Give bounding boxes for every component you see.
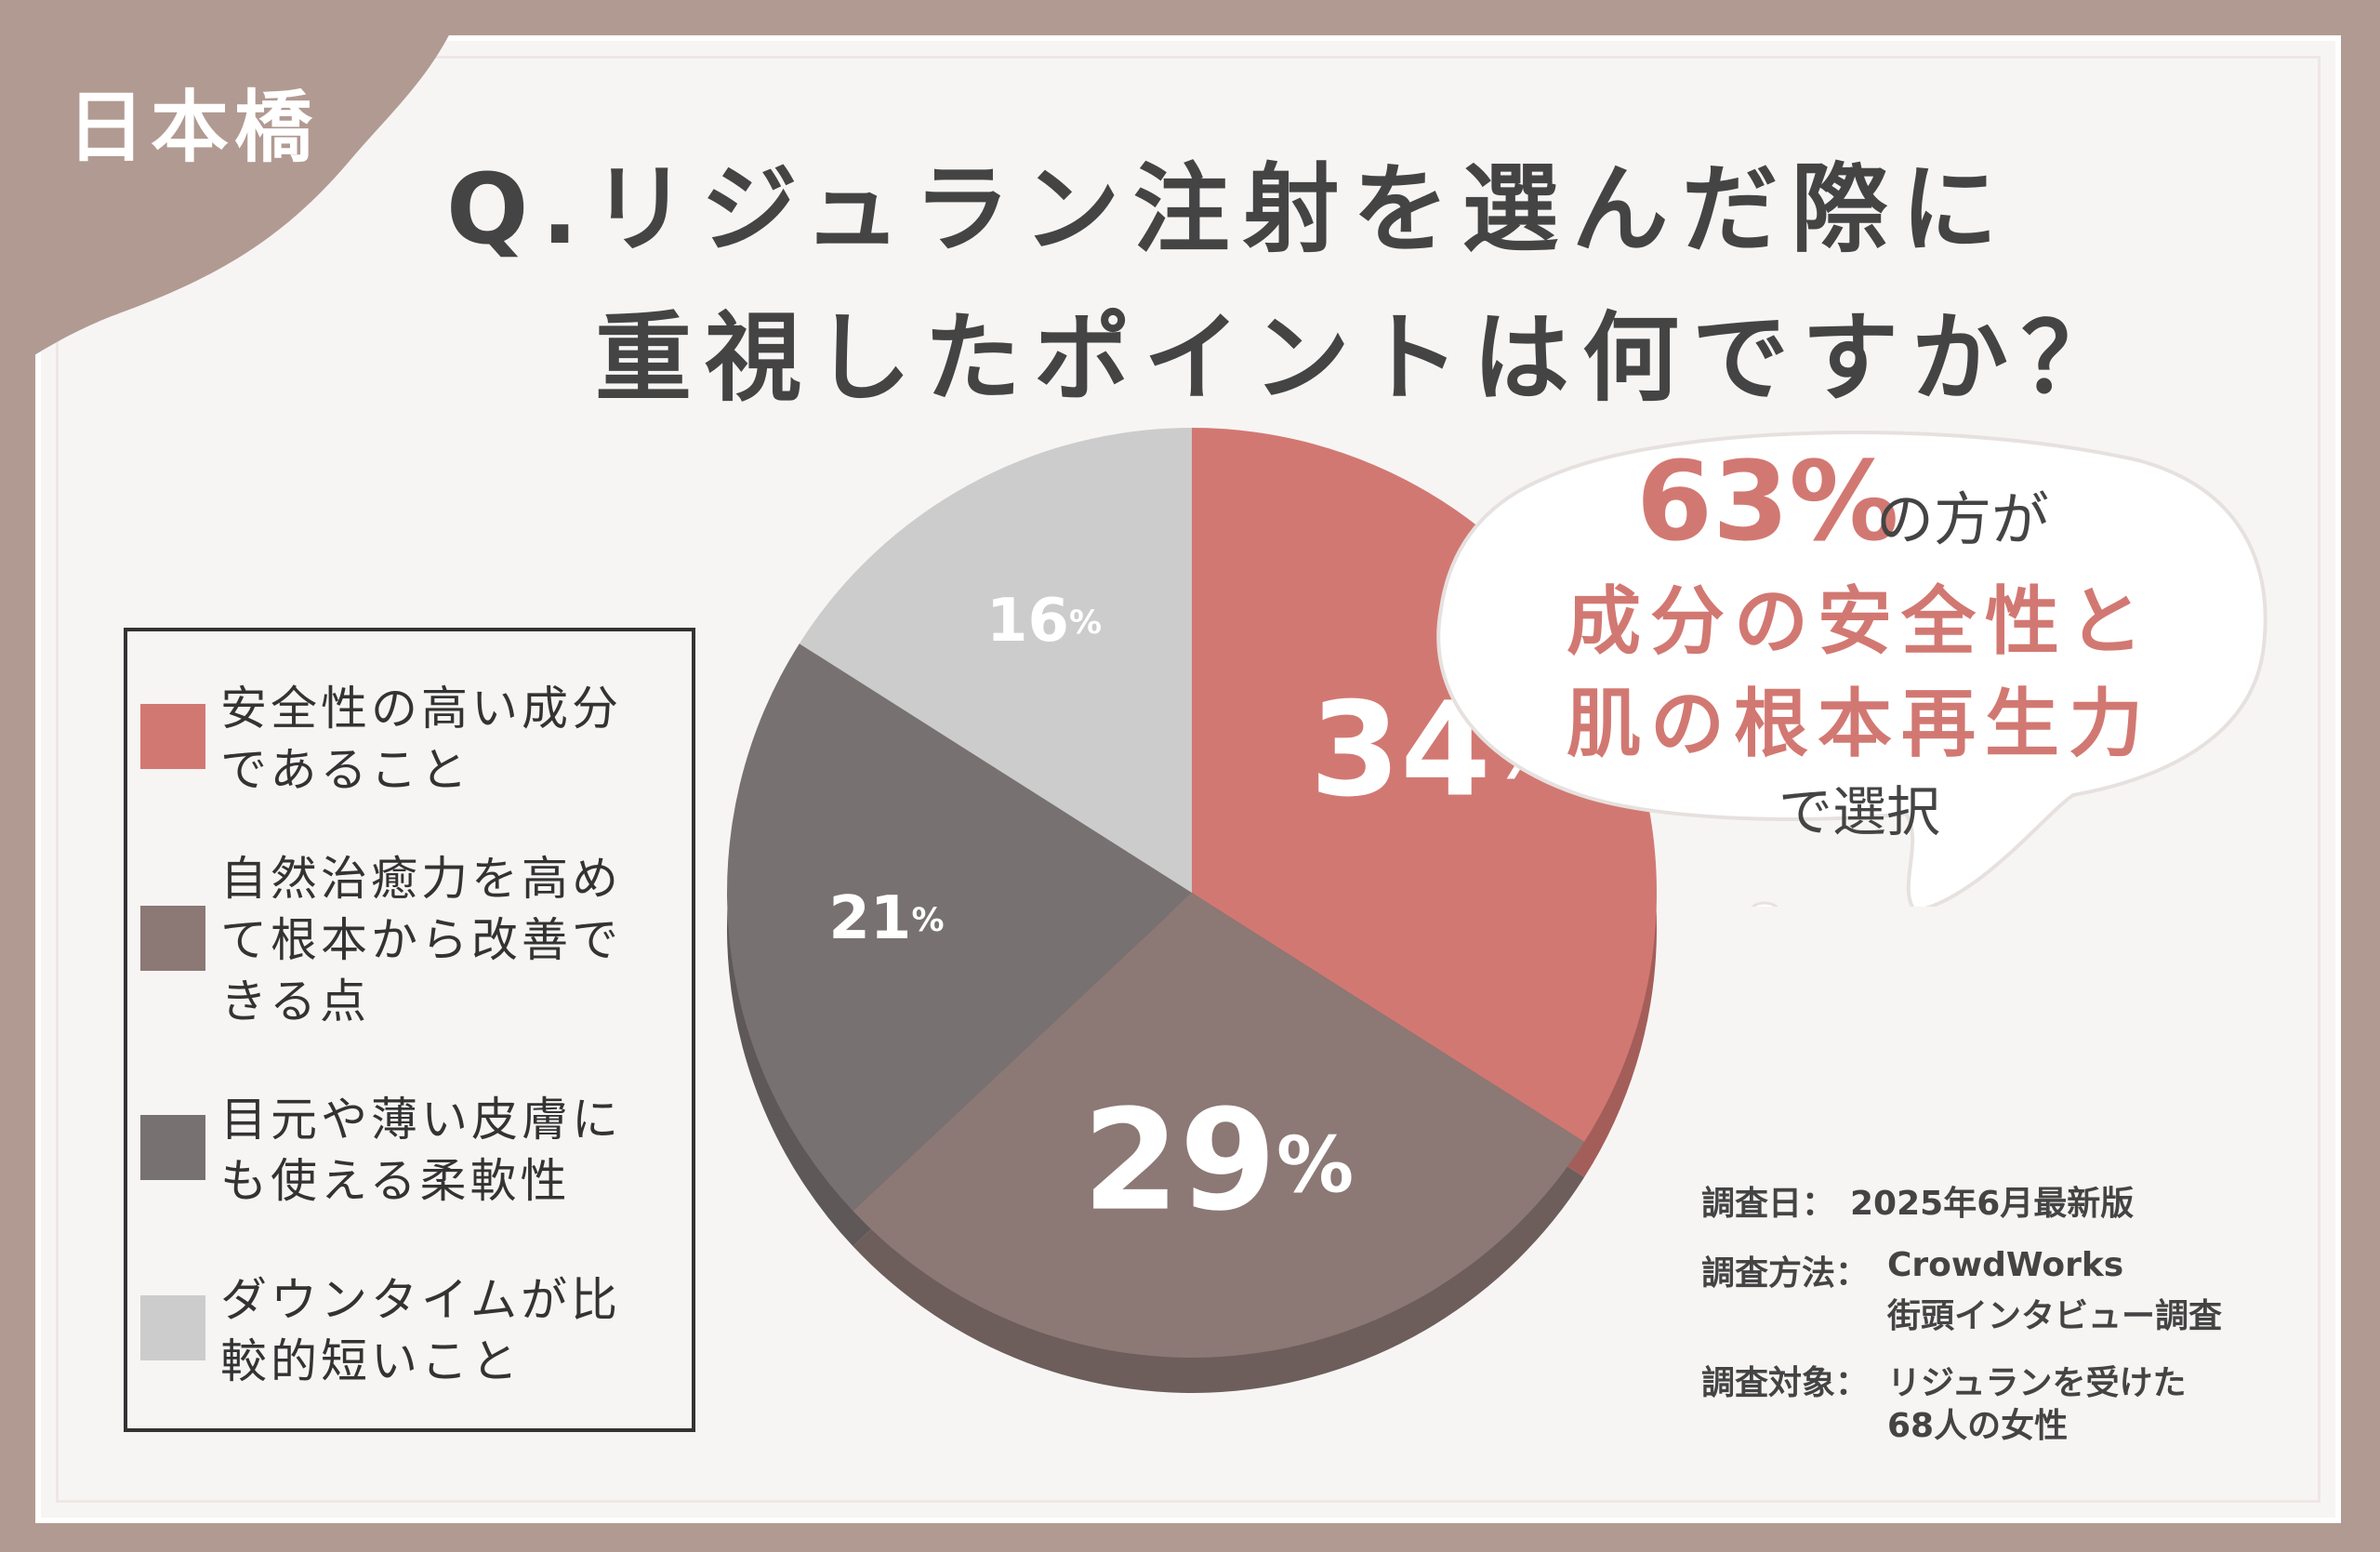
title-line-2: 重視したポイントは何ですか？ (595, 301, 2132, 415)
speech-bubble (1436, 431, 2268, 907)
pie-slice-3 (727, 643, 1192, 1212)
survey-method-value-2: 街頭インタビュー調査 (1887, 1297, 2223, 1335)
title-line-1: Q.リジュラン注射を選んだ際に (446, 153, 2011, 266)
callout-line-2: 肌の根本再生力 (1567, 681, 2152, 767)
survey-method-label: 調査方法： (1701, 1254, 1870, 1293)
survey-date-label: 調査日： (1701, 1185, 1836, 1223)
pie-slice-4 (799, 428, 1192, 893)
legend: 安全性の高い成分であること 自然治癒力を高めて根本から改善できる点 目元や薄い皮… (124, 628, 695, 1432)
legend-label-3: 目元や薄い皮膚にも使える柔軟性 (220, 1093, 622, 1208)
legend-label-4: ダウンタイムが比較的短いこと (220, 1273, 621, 1388)
callout-percent-suffix: の方が (1876, 485, 2050, 553)
pie-label-2: 29% (1082, 1081, 1354, 1242)
location-corner-shape (0, 0, 465, 377)
survey-target-label: 調査対象： (1701, 1364, 1870, 1402)
survey-target-value-2: 68人の女性 (1887, 1407, 2069, 1445)
legend-swatch-3 (140, 1115, 205, 1180)
location-label: 日本橋 (67, 82, 319, 173)
pie-slice-2 (853, 893, 1585, 1358)
callout-line-3: で選択 (1778, 780, 1940, 843)
legend-swatch-2 (140, 906, 205, 971)
legend-label-2: 自然治癒力を高めて根本から改善できる点 (220, 852, 622, 1028)
legend-swatch-4 (140, 1295, 205, 1360)
pie-label-4: 16% (986, 586, 1102, 655)
pie-label-3: 21% (828, 884, 944, 953)
survey-target-value-1: リジュランを受けた (1887, 1364, 2187, 1402)
legend-swatch-1 (140, 704, 205, 769)
survey-date-value: 2025年6月最新版 (1850, 1185, 2135, 1223)
legend-label-1: 安全性の高い成分であること (220, 682, 622, 797)
callout-line-1: 成分の安全性と (1567, 578, 2152, 665)
callout-percent: 63% (1636, 437, 1899, 565)
survey-method-value-1: CrowdWorks (1887, 1246, 2124, 1284)
